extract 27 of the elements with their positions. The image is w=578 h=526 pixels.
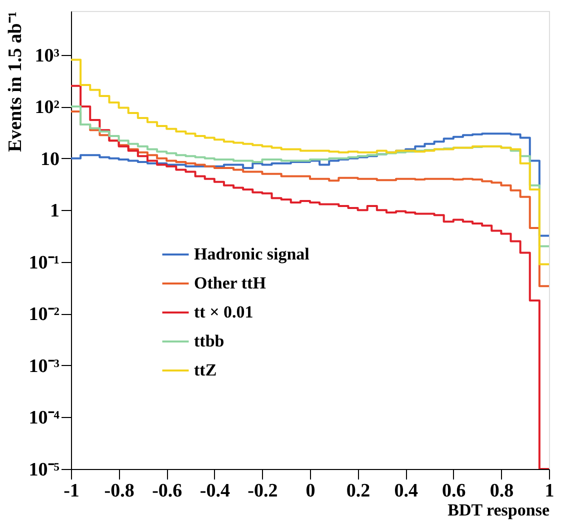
y-tick-label: 10⁻⁵ — [28, 460, 60, 480]
x-tick-label: 0.4 — [394, 480, 418, 502]
x-tick-label: 0 — [306, 480, 316, 502]
y-tick-label: 10 — [40, 148, 60, 170]
x-tick-label: -1 — [64, 480, 80, 502]
y-tick-label: 10⁻² — [28, 304, 60, 326]
legend-label: ttZ — [194, 360, 217, 380]
y-tick-label: 10² — [34, 97, 60, 118]
legend-label: ttbb — [194, 332, 224, 350]
x-tick-label: 1 — [544, 480, 554, 502]
legend-label: Other ttH — [194, 274, 266, 292]
y-tick-label: 10⁻³ — [28, 356, 60, 377]
x-tick-label: -0.4 — [200, 480, 230, 502]
y-tick-label: 10⁻¹ — [28, 252, 60, 274]
x-tick-label: -0.2 — [248, 480, 278, 502]
x-tick-label: -0.6 — [152, 480, 182, 502]
y-tick-label: 10⁻⁴ — [28, 408, 60, 429]
x-tick-label: 0.2 — [346, 480, 370, 502]
x-tick-label: -0.8 — [104, 480, 134, 502]
legend-label: Hadronic signal — [194, 244, 310, 264]
y-tick-label: 1 — [50, 200, 60, 222]
y-tick-label: 10³ — [34, 45, 60, 66]
x-axis-title: BDT response — [448, 500, 550, 520]
x-tick-label: 0.8 — [490, 480, 514, 502]
y-axis-title: Events in 1.5 ab⁻¹ — [4, 12, 26, 152]
x-tick-label: 0.6 — [442, 480, 466, 502]
legend-label: tt × 0.01 — [194, 302, 254, 322]
